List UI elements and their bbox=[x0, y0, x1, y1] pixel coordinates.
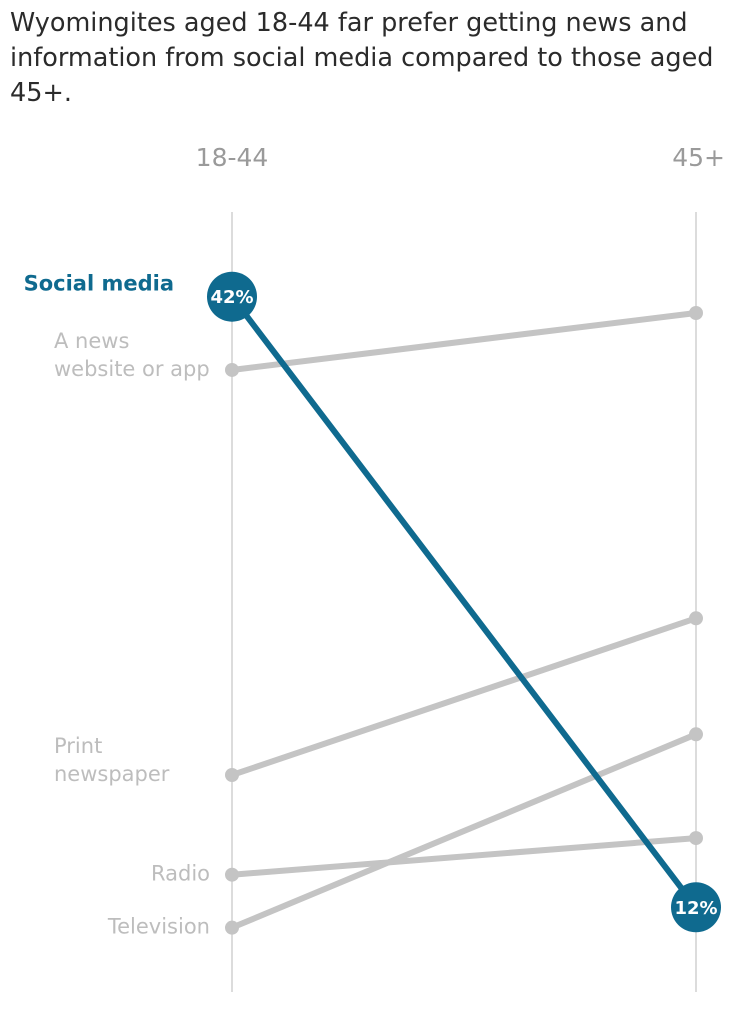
category-label-television: Television bbox=[107, 915, 210, 939]
category-labels: A news website or app Print newspaper Radio T… bbox=[24, 272, 210, 939]
chart-title: Wyomingites aged 18-44 far prefer gettin… bbox=[10, 8, 714, 108]
series-lines bbox=[229, 293, 699, 931]
series-line-a-news-website-or-app bbox=[229, 309, 699, 373]
point-a-news-website-or-app-right bbox=[689, 305, 703, 320]
point-television-right bbox=[689, 727, 703, 742]
series-line-print-newspaper bbox=[229, 615, 699, 778]
point-radio-right bbox=[689, 831, 703, 846]
point-television-left bbox=[225, 920, 239, 935]
point-radio-left bbox=[225, 867, 239, 882]
point-a-news-website-or-app-left bbox=[225, 362, 239, 377]
category-label-a-news-website-or-app: A news website or app bbox=[54, 329, 210, 381]
point-social-media-left bbox=[207, 271, 257, 322]
category-label-print-newspaper: Print newspaper bbox=[54, 734, 170, 786]
column-label-right: 45+ bbox=[672, 143, 725, 172]
category-label-social-media: Social media bbox=[24, 272, 174, 296]
point-social-media-right bbox=[671, 882, 721, 933]
point-print-newspaper-left bbox=[225, 768, 239, 782]
column-labels: 18-44 45+ bbox=[196, 143, 725, 172]
series-line-radio bbox=[229, 835, 699, 878]
series-line-television bbox=[229, 731, 699, 931]
point-print-newspaper-right bbox=[689, 611, 703, 626]
data-points: 42% 12% bbox=[207, 271, 721, 935]
column-label-left: 18-44 bbox=[196, 143, 269, 172]
series-line-social-media bbox=[229, 293, 699, 911]
value-label-social-media-left: 42% bbox=[210, 287, 253, 308]
column-axes bbox=[231, 212, 697, 992]
category-label-radio: Radio bbox=[151, 862, 210, 886]
value-label-social-media-right: 12% bbox=[674, 898, 717, 919]
